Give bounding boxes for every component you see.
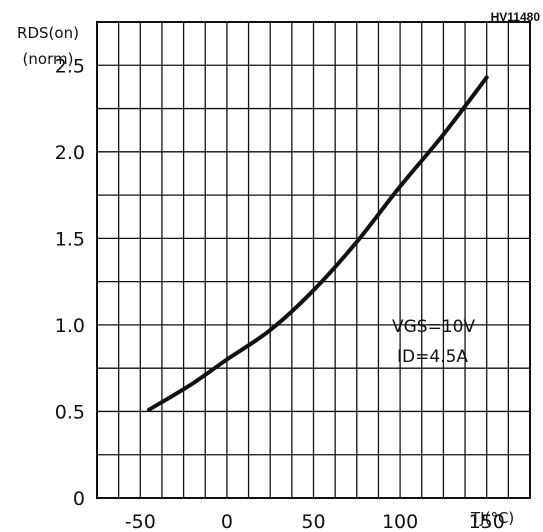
y-axis-label: RDS(on) — [17, 24, 79, 42]
y-tick-label: 2.5 — [55, 55, 85, 77]
x-tick-labels: -50 0 50 100 150 — [125, 511, 505, 532]
y-tick-label: 0 — [73, 488, 85, 510]
y-axis-unit: (norm) — [23, 50, 74, 68]
y-tick-label: 1.5 — [55, 228, 85, 250]
x-tick-label: 50 — [301, 511, 325, 532]
y-tick-label: 1.0 — [55, 315, 85, 337]
x-tick-label: -50 — [125, 511, 156, 532]
x-axis-label: TJ(°C) — [470, 509, 514, 527]
grid — [97, 22, 530, 498]
series-line — [146, 75, 489, 412]
x-tick-label: 0 — [221, 511, 233, 532]
x-tick-label: 150 — [469, 511, 505, 532]
annotation-id: ID=4.5A — [397, 347, 468, 367]
x-tick-label: 100 — [382, 511, 418, 532]
y-tick-label: 0.5 — [55, 401, 85, 423]
code-label: HV11480 — [491, 10, 541, 24]
plot-frame — [96, 21, 531, 499]
y-tick-labels: 0 0.5 1.0 1.5 2.0 2.5 — [55, 55, 85, 510]
annotation-vgs: VGS=10V — [392, 317, 475, 337]
y-tick-label: 2.0 — [55, 142, 85, 164]
